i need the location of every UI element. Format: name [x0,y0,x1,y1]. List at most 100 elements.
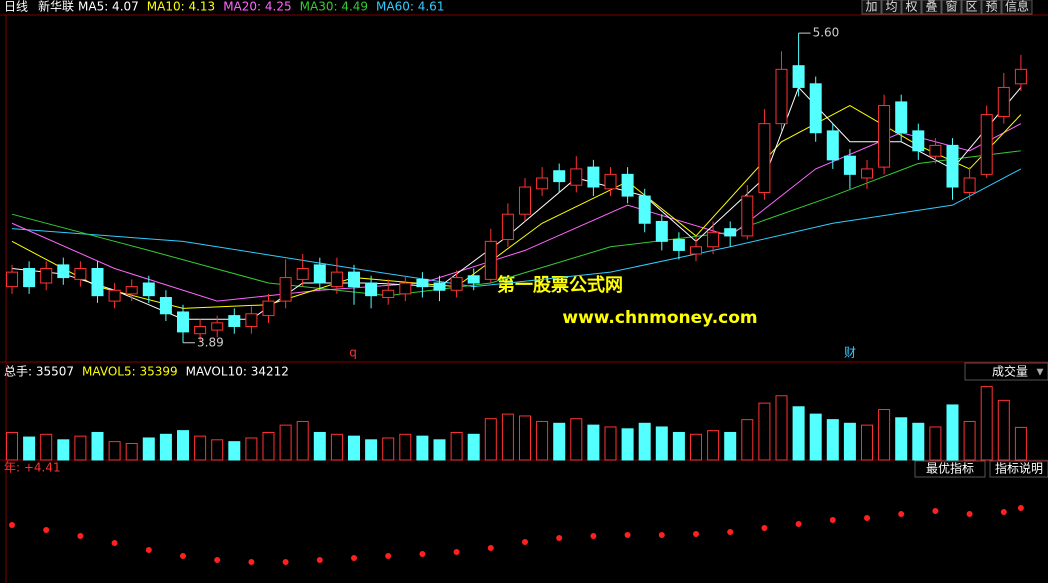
ma-line [11,104,1022,309]
volume-bar [142,437,155,461]
volume-bar [330,433,343,461]
candle-body [279,277,292,302]
volume-bar [980,386,993,461]
candle-body [587,166,600,188]
candle-body [245,313,258,327]
volume-bar [467,433,480,461]
candle-body [228,315,241,327]
dropdown-arrow[interactable]: ▼ [1037,368,1044,378]
candle-body [809,83,822,134]
indicator-label: 年: +4.41 [4,461,61,475]
toolbar-button-label[interactable]: 预 [985,0,997,14]
volume-bar [91,431,104,461]
indicator-dot [1017,505,1024,511]
candle-body [6,271,18,288]
toolbar-button[interactable] [881,0,902,15]
volume-bar [672,431,685,461]
candle-body [313,264,326,284]
candle-body [433,282,446,291]
volume-bar [228,441,241,461]
toolbar-button[interactable] [981,0,1002,15]
volume-bar [553,422,566,461]
indicator-button-label[interactable]: 指标说明 [995,461,1043,476]
candle-body [741,195,754,237]
candle-body [1014,68,1027,85]
stock-name: 新华联 [38,0,74,14]
candle-body [775,68,788,125]
indicator-dot [727,529,734,535]
candle-body [553,170,566,183]
volume-select[interactable] [964,362,1048,381]
indicator-dot [590,533,597,539]
volume-bar [775,395,788,461]
volume-bar [1014,426,1027,461]
volume-bar [365,439,378,461]
indicator-button[interactable] [989,460,1048,478]
indicator-dot [829,517,836,523]
volume-bar [450,431,463,461]
candle-body [142,282,155,297]
toolbar-button[interactable] [901,0,922,15]
indicator-dot [111,540,118,546]
volume-bar [416,435,429,461]
volume-bar [587,424,600,461]
volume-bar [6,431,18,461]
ma-label: MA30: 4.49 [300,0,368,14]
volume-bar [296,420,309,461]
candle-body [672,239,685,251]
indicator-dot [795,521,802,527]
volume-bar [690,433,702,461]
volume-bar [724,431,737,461]
candle-body [330,271,343,288]
candle-body [638,195,651,224]
candle-body [912,130,925,152]
candle-body [399,282,412,295]
volume-bar [946,404,959,461]
volume-bar [279,424,292,461]
indicator-dot [693,531,699,537]
toolbar-button-label[interactable]: 权 [905,0,917,14]
candle-body [707,231,720,248]
toolbar-button[interactable] [861,0,882,15]
volume-bar [211,439,224,461]
candle-body [843,155,856,175]
candle-body [348,271,360,288]
high-marker: 5.60 [813,26,840,40]
ma-label: MA10: 4.13 [147,0,215,14]
indicator-dot [932,508,939,514]
toolbar-button[interactable] [1001,0,1033,15]
candle-body [980,114,993,175]
candle-body [997,86,1010,117]
candle-body [758,123,771,193]
toolbar-button-label[interactable]: 加 [865,0,877,14]
candle-body [91,268,104,297]
indicator-dot [282,559,289,565]
toolbar-button[interactable] [961,0,982,15]
candle-body [484,240,497,280]
candle-body [929,144,942,157]
period: 日线 [4,0,28,14]
indicator-dot [1000,509,1007,515]
volume-select-label[interactable]: 成交量 [992,364,1028,379]
volume-bar [125,442,138,461]
volume-bar [382,437,395,461]
toolbar-button-label[interactable]: 均 [885,0,897,14]
volume-bar [655,426,668,461]
candle-body [40,268,53,284]
volume-label: 总手: 35507 [4,365,74,379]
indicator-button[interactable] [914,460,986,478]
volume-bar [621,428,634,461]
toolbar-button-label[interactable]: 信息 [1005,0,1029,14]
candle-body [262,300,275,317]
indicator-button-label[interactable]: 最优指标 [926,461,974,476]
indicator-dot [522,539,528,545]
toolbar-button[interactable] [941,0,962,15]
volume-bar [519,415,531,461]
toolbar-button-label[interactable]: 窗 [945,0,957,14]
toolbar-button[interactable] [921,0,942,15]
volume-bar [194,435,207,461]
toolbar-button-label[interactable]: 区 [965,0,977,14]
indicator-dot [316,557,323,563]
toolbar-button-label[interactable]: 叠 [925,0,937,14]
